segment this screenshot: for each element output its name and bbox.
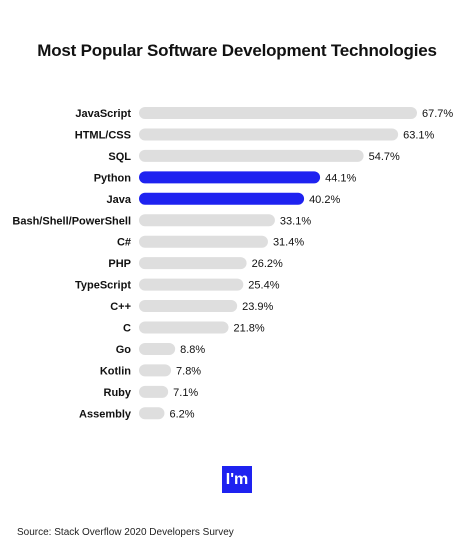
category-label: Assembly — [79, 408, 132, 420]
bar — [139, 171, 321, 184]
value-label: 63.1% — [403, 129, 434, 141]
bar — [139, 385, 169, 398]
bar — [139, 257, 247, 270]
bar — [139, 192, 305, 205]
category-label: SQL — [108, 151, 131, 163]
category-label: Python — [94, 172, 132, 184]
value-label: 67.7% — [422, 108, 453, 120]
category-label: TypeScript — [75, 280, 131, 292]
bar — [139, 364, 172, 377]
category-label: C — [123, 323, 131, 335]
value-label: 23.9% — [242, 301, 273, 313]
bar — [139, 214, 275, 227]
value-label: 25.4% — [248, 280, 279, 292]
category-label: Kotlin — [100, 365, 131, 377]
bar — [139, 321, 229, 334]
value-label: 6.2% — [169, 408, 194, 420]
value-label: 7.8% — [176, 365, 201, 377]
bar — [139, 300, 238, 313]
value-label: 54.7% — [369, 151, 400, 163]
chart-title: Most Popular Software Development Techno… — [37, 41, 437, 60]
source-note: Source: Stack Overflow 2020 Developers S… — [17, 527, 234, 538]
category-label: Bash/Shell/PowerShell — [12, 215, 131, 227]
category-label: C# — [117, 237, 131, 249]
bar — [139, 149, 364, 162]
value-label: 26.2% — [252, 258, 283, 270]
value-label: 40.2% — [309, 194, 340, 206]
value-label: 8.8% — [180, 344, 205, 356]
bar — [139, 407, 165, 420]
bar — [139, 107, 417, 119]
value-label: 21.8% — [234, 323, 265, 335]
category-label: JavaScript — [75, 108, 131, 120]
bar — [139, 235, 268, 248]
category-label: HTML/CSS — [75, 129, 131, 141]
bar — [139, 128, 399, 141]
category-label: Java — [107, 194, 132, 206]
value-label: 33.1% — [280, 215, 311, 227]
value-label: 44.1% — [325, 172, 356, 184]
value-label: 7.1% — [173, 387, 198, 399]
bar — [139, 342, 176, 355]
value-label: 31.4% — [273, 237, 304, 249]
logo: I'm — [222, 466, 252, 493]
bar — [139, 278, 244, 291]
category-label: PHP — [108, 258, 131, 270]
category-label: Ruby — [104, 387, 132, 399]
category-label: C++ — [110, 301, 131, 313]
bar-chart: JavaScript 67.7% HTML/CSS 63.1% SQL 54.7% Pyth… — [12, 107, 453, 420]
category-label: Go — [116, 344, 132, 356]
